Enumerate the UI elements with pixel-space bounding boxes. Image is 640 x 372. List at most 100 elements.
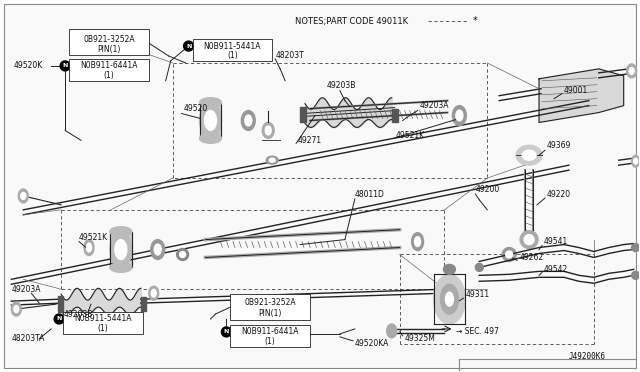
Ellipse shape [627, 64, 637, 78]
Ellipse shape [445, 292, 453, 306]
Ellipse shape [180, 251, 186, 257]
Text: (1): (1) [97, 324, 108, 333]
Ellipse shape [12, 302, 21, 316]
Text: 49203A: 49203A [420, 101, 449, 110]
Ellipse shape [200, 134, 221, 143]
Ellipse shape [60, 61, 70, 71]
Text: N: N [63, 63, 68, 68]
Ellipse shape [151, 240, 164, 259]
Ellipse shape [387, 324, 397, 338]
Bar [69, 59, 148, 81]
Ellipse shape [19, 189, 28, 203]
Text: 0B921-3252A: 0B921-3252A [83, 35, 135, 44]
Ellipse shape [184, 41, 193, 51]
Text: N0B911-5441A: N0B911-5441A [204, 42, 261, 51]
Ellipse shape [524, 235, 534, 244]
Ellipse shape [200, 98, 221, 108]
Ellipse shape [456, 110, 463, 121]
Ellipse shape [151, 289, 156, 297]
Text: (1): (1) [265, 337, 276, 346]
Ellipse shape [476, 263, 483, 271]
Ellipse shape [177, 248, 189, 260]
Ellipse shape [110, 262, 132, 272]
Text: 49520: 49520 [184, 104, 208, 113]
Bar [141, 297, 146, 311]
Text: N: N [186, 44, 191, 49]
Text: (1): (1) [227, 51, 237, 61]
Ellipse shape [21, 192, 26, 199]
Ellipse shape [502, 247, 516, 262]
Ellipse shape [265, 126, 271, 135]
Text: 49325M: 49325M [404, 334, 435, 343]
Ellipse shape [506, 251, 513, 258]
Text: 49220: 49220 [547, 190, 571, 199]
Bar [200, 103, 221, 138]
Text: 49203B: 49203B [64, 310, 93, 318]
Ellipse shape [520, 231, 538, 248]
Text: 49001: 49001 [564, 86, 588, 95]
Ellipse shape [444, 264, 456, 274]
Text: N0B911-6441A: N0B911-6441A [80, 61, 138, 70]
Text: → SEC. 497: → SEC. 497 [456, 327, 499, 336]
Bar [230, 294, 310, 320]
Ellipse shape [200, 103, 221, 138]
Ellipse shape [110, 232, 132, 267]
Ellipse shape [415, 237, 420, 247]
Ellipse shape [115, 240, 127, 259]
Text: *: * [472, 16, 477, 26]
Text: 49311: 49311 [465, 290, 490, 299]
Text: 49203A: 49203A [12, 285, 41, 294]
Text: N0B911-6441A: N0B911-6441A [241, 327, 299, 336]
Text: 0B921-3252A: 0B921-3252A [244, 298, 296, 307]
Ellipse shape [632, 244, 639, 251]
Ellipse shape [412, 232, 424, 250]
Bar [110, 232, 132, 267]
Text: 49203B: 49203B [327, 81, 356, 90]
Ellipse shape [516, 145, 542, 165]
Polygon shape [539, 69, 623, 122]
Ellipse shape [632, 271, 639, 279]
Ellipse shape [110, 227, 132, 237]
Text: (1): (1) [104, 71, 115, 80]
Bar [300, 107, 306, 122]
Text: 49520KA: 49520KA [355, 339, 389, 348]
Ellipse shape [522, 150, 536, 160]
Bar [63, 312, 143, 334]
Text: N0B911-5441A: N0B911-5441A [74, 314, 132, 324]
Text: 49521K: 49521K [79, 233, 108, 242]
Bar [193, 39, 272, 61]
Text: 49271: 49271 [298, 136, 322, 145]
Text: PIN(1): PIN(1) [259, 308, 282, 318]
Text: NOTES;PART CODE 49011K: NOTES;PART CODE 49011K [295, 17, 408, 26]
Ellipse shape [245, 115, 252, 126]
Bar [69, 29, 148, 55]
Text: 48203T: 48203T [275, 51, 304, 61]
Bar [58, 296, 63, 312]
Ellipse shape [629, 67, 634, 74]
Ellipse shape [634, 158, 637, 164]
Ellipse shape [86, 243, 92, 252]
Text: 49262: 49262 [519, 253, 543, 262]
Ellipse shape [54, 314, 64, 324]
Text: J49200K6: J49200K6 [569, 352, 606, 361]
Ellipse shape [262, 122, 274, 138]
Text: 49521K: 49521K [396, 131, 425, 140]
Bar [392, 109, 397, 122]
Text: 49542: 49542 [544, 265, 568, 274]
Ellipse shape [266, 156, 278, 164]
Text: PIN(1): PIN(1) [97, 45, 120, 54]
Text: N: N [56, 317, 62, 321]
Text: 48011D: 48011D [355, 190, 385, 199]
Text: N: N [224, 329, 229, 334]
Text: 48203TA: 48203TA [12, 334, 45, 343]
Text: 49520K: 49520K [13, 61, 43, 70]
Text: 49369: 49369 [547, 141, 572, 150]
Ellipse shape [154, 244, 161, 255]
Ellipse shape [241, 110, 255, 131]
Ellipse shape [440, 284, 458, 314]
Text: 49541: 49541 [544, 237, 568, 246]
Text: 49200: 49200 [476, 186, 500, 195]
Ellipse shape [269, 158, 275, 162]
Ellipse shape [433, 274, 465, 324]
Ellipse shape [221, 327, 232, 337]
